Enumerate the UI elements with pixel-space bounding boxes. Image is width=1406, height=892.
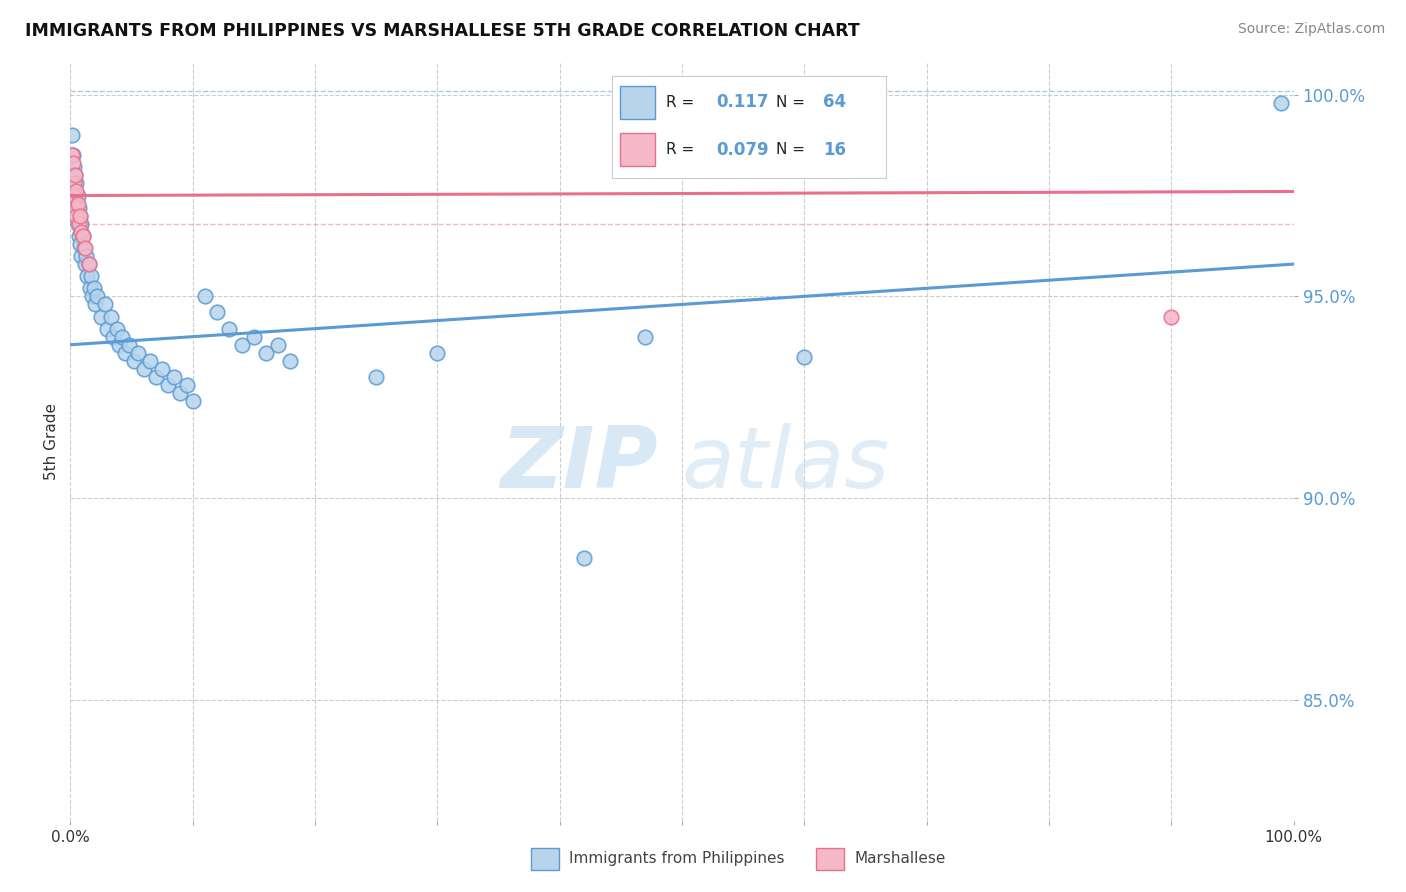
Point	[69, 236, 91, 251]
Point	[62, 156, 84, 170]
Point	[63, 161, 86, 175]
Point	[63, 201, 86, 215]
Point	[73, 241, 96, 255]
Text: N =: N =	[776, 95, 810, 110]
Point	[66, 196, 89, 211]
Text: Immigrants from Philippines: Immigrants from Philippines	[569, 852, 785, 866]
Point	[83, 297, 105, 311]
Text: N =: N =	[776, 142, 810, 157]
Point	[60, 148, 83, 162]
Point	[572, 551, 595, 566]
Point	[67, 201, 90, 215]
Point	[83, 281, 105, 295]
Point	[105, 321, 128, 335]
Point	[75, 249, 97, 263]
Point	[139, 354, 162, 368]
Point	[150, 362, 173, 376]
Point	[63, 177, 86, 191]
Point	[67, 217, 90, 231]
Point	[426, 346, 449, 360]
Point	[70, 225, 93, 239]
Point	[111, 329, 134, 343]
Point	[63, 201, 86, 215]
Point	[63, 188, 86, 202]
Point	[132, 362, 155, 376]
Point	[122, 354, 145, 368]
Point	[1270, 95, 1292, 110]
Point	[267, 337, 290, 351]
Point	[80, 269, 103, 284]
Point	[90, 310, 112, 324]
Point	[108, 337, 131, 351]
Text: R =: R =	[666, 95, 700, 110]
Point	[65, 209, 87, 223]
Point	[63, 169, 86, 183]
Point	[127, 346, 149, 360]
Text: Marshallese: Marshallese	[855, 852, 946, 866]
Point	[65, 209, 87, 223]
Point	[66, 217, 89, 231]
Y-axis label: 5th Grade: 5th Grade	[44, 403, 59, 480]
Point	[218, 321, 240, 335]
Point	[93, 297, 115, 311]
Text: 16: 16	[823, 141, 846, 159]
Point	[1160, 310, 1182, 324]
Point	[70, 249, 93, 263]
Point	[176, 378, 198, 392]
Point	[194, 289, 217, 303]
Point	[280, 354, 302, 368]
Point	[73, 241, 96, 255]
Point	[67, 228, 90, 243]
Text: 0.117: 0.117	[716, 94, 768, 112]
Point	[62, 148, 84, 162]
Text: Source: ZipAtlas.com: Source: ZipAtlas.com	[1237, 22, 1385, 37]
Text: ZIP: ZIP	[499, 423, 658, 506]
Point	[243, 329, 266, 343]
Point	[145, 370, 167, 384]
Point	[77, 257, 100, 271]
Point	[65, 177, 87, 191]
Point	[69, 209, 91, 223]
FancyBboxPatch shape	[531, 848, 560, 870]
Point	[163, 370, 186, 384]
Point	[634, 329, 657, 343]
Point	[181, 394, 204, 409]
Text: atlas: atlas	[682, 423, 890, 506]
Point	[70, 217, 93, 231]
Point	[66, 188, 89, 202]
FancyBboxPatch shape	[815, 848, 844, 870]
Point	[76, 269, 98, 284]
Point	[72, 228, 94, 243]
Point	[82, 289, 104, 303]
Point	[62, 177, 84, 191]
Point	[63, 188, 86, 202]
FancyBboxPatch shape	[620, 133, 655, 166]
FancyBboxPatch shape	[620, 87, 655, 119]
Text: 64: 64	[823, 94, 846, 112]
Point	[72, 228, 94, 243]
Point	[205, 305, 228, 319]
Point	[157, 378, 180, 392]
Point	[65, 185, 87, 199]
Text: IMMIGRANTS FROM PHILIPPINES VS MARSHALLESE 5TH GRADE CORRELATION CHART: IMMIGRANTS FROM PHILIPPINES VS MARSHALLE…	[25, 22, 860, 40]
Point	[69, 209, 91, 223]
Text: 0.079: 0.079	[716, 141, 769, 159]
Point	[114, 346, 136, 360]
Point	[63, 169, 86, 183]
Point	[79, 281, 101, 295]
Point	[231, 337, 253, 351]
Point	[77, 257, 100, 271]
Point	[118, 337, 141, 351]
Text: R =: R =	[666, 142, 700, 157]
Point	[169, 386, 191, 401]
Point	[100, 310, 122, 324]
Point	[366, 370, 388, 384]
Point	[86, 289, 108, 303]
Point	[793, 350, 815, 364]
Point	[73, 257, 96, 271]
Point	[60, 128, 83, 142]
Point	[96, 321, 118, 335]
Point	[254, 346, 277, 360]
Point	[101, 329, 124, 343]
